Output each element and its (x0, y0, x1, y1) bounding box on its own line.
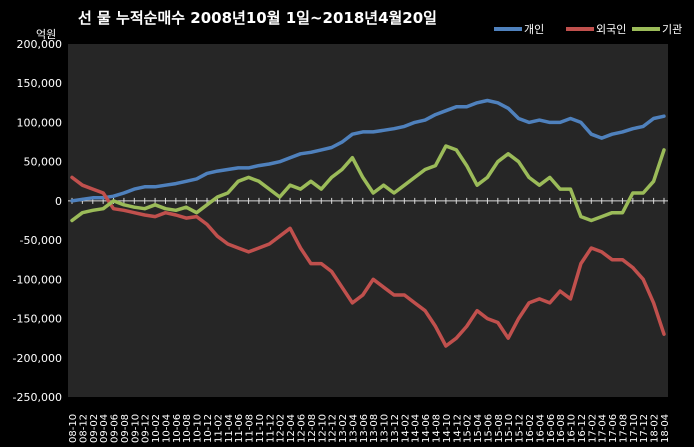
y-tick-label: 50,000 (24, 156, 63, 169)
x-tick-label: 12-08 (307, 414, 318, 443)
x-tick-label: 17-12 (639, 414, 650, 443)
x-tick-label: 16-06 (546, 414, 557, 443)
y-tick-label: 0 (55, 195, 62, 208)
x-tick-label: 15-06 (483, 414, 494, 443)
series-lines (70, 98, 666, 348)
x-tick-label: 17-06 (608, 414, 619, 443)
y-axis-label: 억원 (36, 28, 56, 41)
x-tick-label: 13-12 (390, 414, 401, 443)
x-tick-label: 15-04 (473, 414, 484, 443)
x-tick-label: 11-08 (245, 414, 256, 443)
x-tick-label: 18-02 (650, 414, 661, 443)
x-tick-label: 11-02 (213, 414, 224, 443)
x-tick-label: 10-12 (203, 414, 214, 443)
x-tick-label: 17-10 (629, 414, 640, 443)
y-tick-label: 200,000 (17, 38, 63, 51)
y-tick-label: -50,000 (20, 234, 62, 247)
series-line-2 (70, 144, 666, 223)
x-tick-label: 18-04 (660, 414, 671, 443)
x-tick-label: 15-10 (504, 414, 515, 443)
x-tick-label: 13-08 (369, 414, 380, 443)
x-tick-label: 10-10 (193, 414, 204, 443)
x-tick-label: 12-10 (317, 414, 328, 443)
x-tick-label: 11-10 (255, 414, 266, 443)
y-tick-label: -250,000 (13, 391, 62, 404)
x-tick-label: 09-02 (89, 414, 100, 443)
x-tick-label: 12-02 (276, 414, 287, 443)
x-tick-label: 16-04 (535, 414, 546, 443)
x-tick-label: 12-12 (328, 414, 339, 443)
x-tick-label: 11-04 (224, 414, 235, 443)
x-tick-label: 15-02 (463, 414, 474, 443)
y-tick-label: 100,000 (17, 116, 63, 129)
x-tick-label: 12-04 (286, 414, 297, 443)
x-tick-label: 11-12 (265, 414, 276, 443)
x-tick-label: 09-06 (110, 414, 121, 443)
x-tick-label: 15-12 (515, 414, 526, 443)
plot-area (68, 44, 668, 397)
x-tick-label: 16-02 (525, 414, 536, 443)
x-tick-label: 13-02 (338, 414, 349, 443)
x-tick-label: 09-04 (99, 414, 110, 443)
x-tick-label: 09-12 (141, 414, 152, 443)
x-tick-label: 10-08 (182, 414, 193, 443)
y-tick-label: -150,000 (13, 313, 62, 326)
legend: 개인 외국인 기관 (494, 23, 682, 36)
x-tick-label: 10-06 (172, 414, 183, 443)
x-tick-label: 14-08 (432, 414, 443, 443)
x-tick-label: 14-10 (442, 414, 453, 443)
x-tick-label: 12-06 (296, 414, 307, 443)
x-tick-label: 16-12 (577, 414, 588, 443)
y-tick-label: -200,000 (13, 352, 62, 365)
y-axis: 200,000 150,000 100,000 50,000 0 -50,000 -100,… (13, 38, 62, 404)
legend-label: 개인 (524, 23, 544, 36)
x-tick-label: 13-10 (380, 414, 391, 443)
x-tick-label: 08-10 (68, 414, 79, 443)
x-tick-label: 08-12 (78, 414, 89, 443)
x-tick-label: 14-12 (452, 414, 463, 443)
legend-label: 외국인 (596, 23, 626, 36)
x-axis: 08-10 08-12 09-02 09-04 09-06 09-08 09-10 09-12… (68, 197, 671, 443)
x-tick-label: 16-10 (567, 414, 578, 443)
x-tick-label: 15-08 (494, 414, 505, 443)
x-tick-label: 14-02 (400, 414, 411, 443)
x-tick-label: 13-06 (359, 414, 370, 443)
x-tick-label: 11-06 (234, 414, 245, 443)
x-tick-label: 09-10 (130, 414, 141, 443)
x-tick-label: 17-08 (618, 414, 629, 443)
x-tick-label: 17-04 (598, 414, 609, 443)
x-tick-label: 10-04 (161, 414, 172, 443)
legend-label: 기관 (662, 23, 682, 36)
x-tick-label: 10-02 (151, 414, 162, 443)
x-tick-label: 16-08 (556, 414, 567, 443)
y-tick-label: 150,000 (17, 77, 63, 90)
y-tick-label: -100,000 (13, 273, 62, 286)
chart-title: 선 물 누적순매수 2008년10월 1일~2018년4월20일 (78, 9, 437, 27)
series-line-1 (70, 175, 666, 348)
series-line-0 (70, 98, 666, 203)
x-tick-label: 14-06 (421, 414, 432, 443)
x-tick-label: 14-04 (411, 414, 422, 443)
x-tick-label: 17-02 (587, 414, 598, 443)
x-tick-label: 09-08 (120, 414, 131, 443)
x-tick-label: 13-04 (348, 414, 359, 443)
